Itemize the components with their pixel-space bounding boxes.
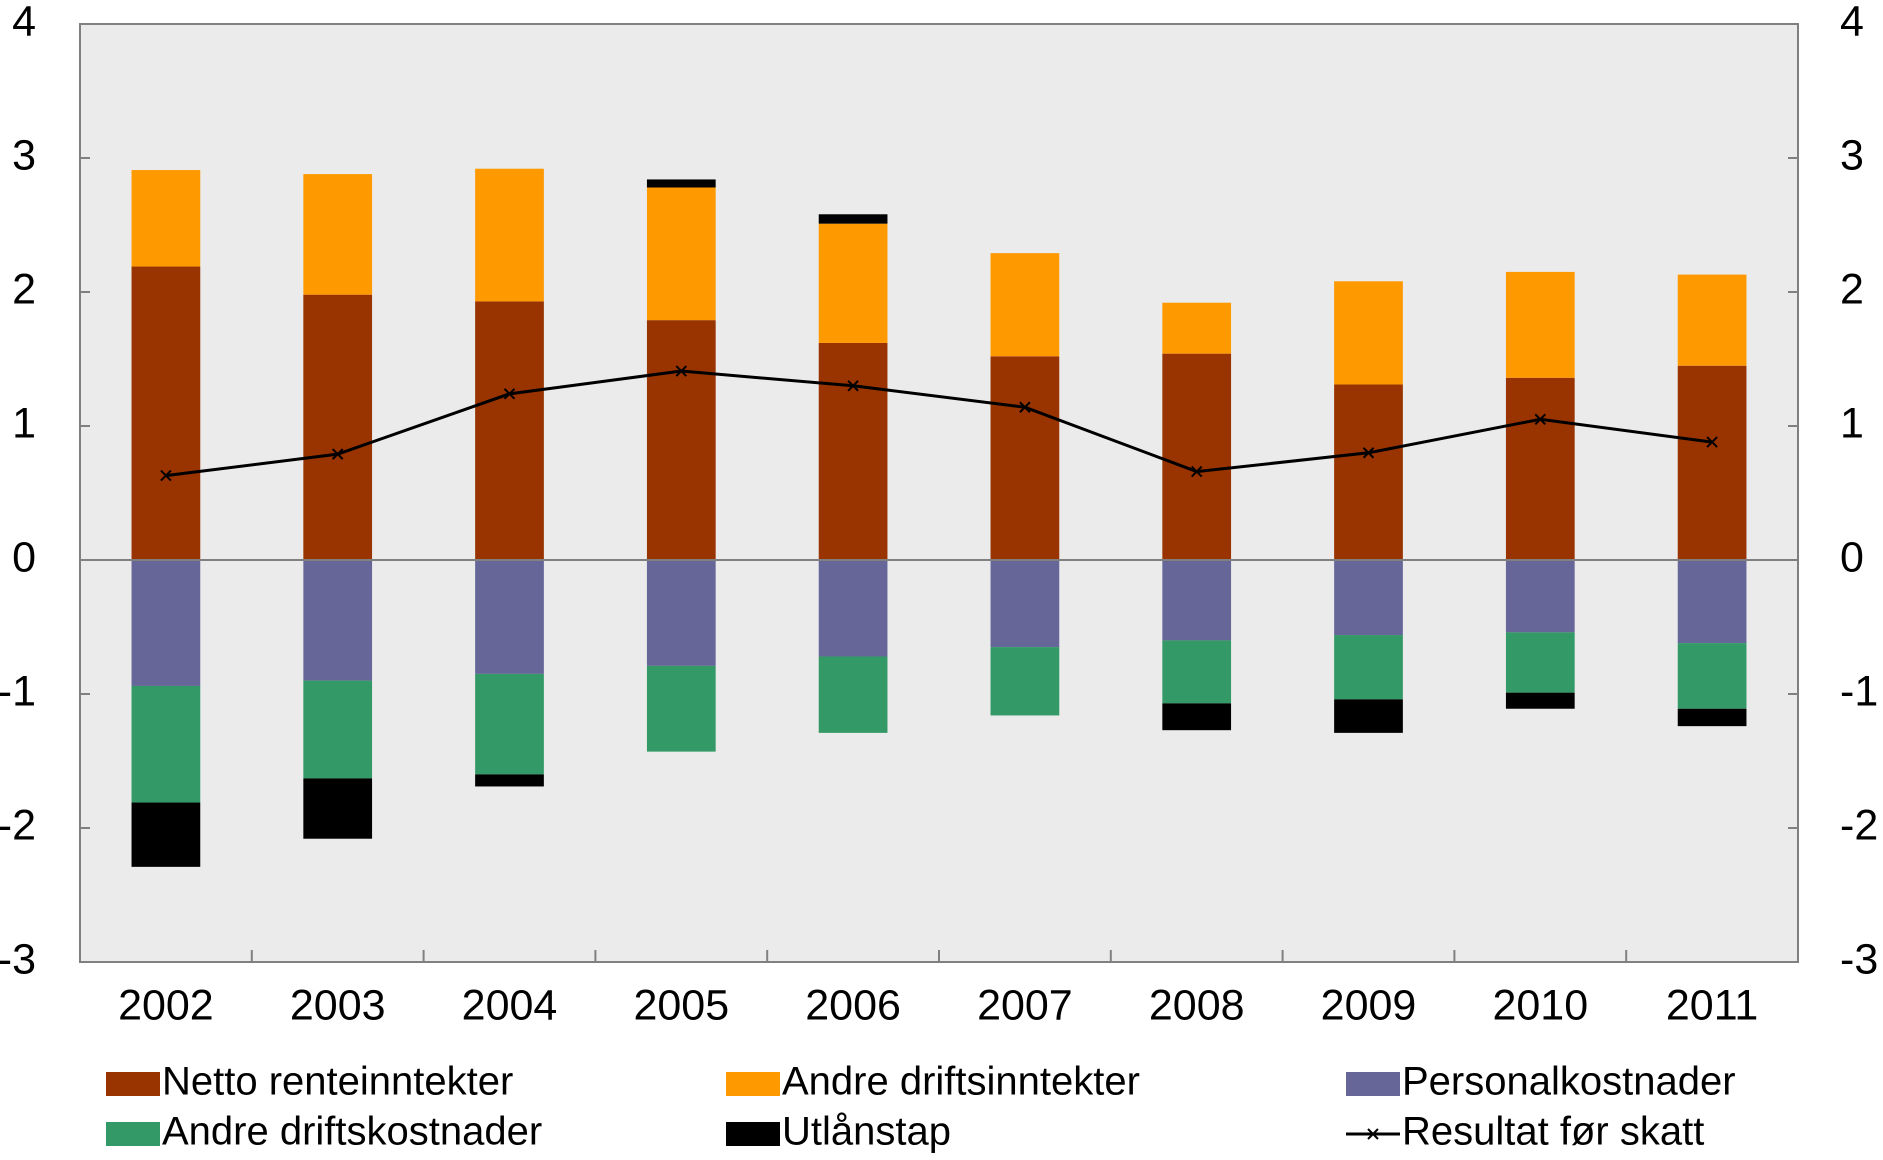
- y2-tick-label: -1: [1840, 667, 1878, 715]
- bar: [646, 560, 716, 666]
- bar: [475, 168, 544, 302]
- x-tick-label: 2011: [1666, 981, 1758, 1029]
- line-marker: [1534, 413, 1547, 426]
- bar: [1334, 699, 1403, 733]
- y-tick-label: 4: [12, 0, 36, 45]
- legend-label: Andre driftskostnader: [162, 1110, 542, 1154]
- x-tick-label: 2010: [1492, 981, 1588, 1029]
- bar: [1162, 560, 1232, 641]
- bar: [1505, 632, 1575, 693]
- legend-swatch: [726, 1072, 780, 1096]
- bar: [303, 174, 373, 295]
- bar: [990, 253, 1060, 357]
- y2-tick-label: 2: [1840, 265, 1864, 313]
- bar: [1505, 377, 1575, 560]
- legend-swatch: [726, 1122, 780, 1146]
- line-marker: [1706, 436, 1718, 448]
- line-marker: [1362, 447, 1375, 459]
- bar: [475, 301, 544, 560]
- x-tick-label: 2007: [977, 981, 1073, 1029]
- y-tick-label: 2: [12, 265, 36, 313]
- y-tick-label: 1: [12, 399, 36, 447]
- bar: [475, 673, 544, 775]
- bar: [646, 320, 716, 560]
- x-tick-label: 2003: [290, 981, 386, 1029]
- bar: [818, 223, 888, 343]
- bar: [303, 778, 373, 839]
- bar: [1505, 560, 1575, 633]
- bar: [1162, 353, 1232, 560]
- legend-label: Utlånstap: [782, 1110, 951, 1154]
- line-marker: [503, 388, 516, 400]
- bar: [1677, 708, 1747, 727]
- bar: [1677, 274, 1747, 366]
- bar: [131, 802, 201, 867]
- line-marker: [331, 448, 344, 460]
- y2-tick-label: 0: [1840, 533, 1864, 581]
- bar: [303, 560, 373, 681]
- y-tick-label: -2: [0, 801, 36, 849]
- y-tick-label: 0: [12, 533, 36, 581]
- bar: [475, 560, 544, 674]
- bar: [818, 214, 888, 224]
- bar: [1162, 302, 1232, 354]
- bar: [303, 294, 373, 560]
- line-marker: [675, 365, 688, 377]
- bar: [818, 560, 888, 657]
- bar: [1162, 640, 1232, 704]
- bar: [131, 170, 201, 267]
- x-tick-label: 2002: [118, 981, 214, 1029]
- bar: [1505, 271, 1575, 378]
- bar: [1162, 703, 1232, 731]
- bar: [646, 179, 716, 188]
- y-tick-label: -3: [0, 935, 36, 983]
- bar: [1677, 560, 1747, 644]
- bar: [646, 665, 716, 752]
- y2-tick-label: 1: [1840, 399, 1864, 447]
- bar: [303, 680, 373, 779]
- bar: [1677, 365, 1747, 560]
- x-tick-label: 2005: [633, 981, 729, 1029]
- legend-label: Andre driftsinntekter: [782, 1060, 1140, 1104]
- x-tick-label: 2006: [805, 981, 901, 1029]
- y-tick-label: 3: [12, 131, 36, 179]
- x-tick-label: 2009: [1321, 981, 1417, 1029]
- legend-swatch: [1346, 1072, 1400, 1096]
- bar: [818, 342, 888, 560]
- bar: [475, 774, 544, 787]
- x-tick-label: 2004: [462, 981, 558, 1029]
- line-marker: [1190, 465, 1203, 478]
- bar: [131, 266, 201, 560]
- x-tick-label: 2008: [1149, 981, 1245, 1029]
- bar: [1334, 281, 1403, 385]
- legend-label: Netto renteinntekter: [162, 1060, 513, 1104]
- legend-swatch: [106, 1072, 160, 1096]
- line-marker: [1019, 401, 1031, 413]
- bar: [1505, 692, 1575, 709]
- line: [165, 369, 1713, 478]
- line-marker: [847, 380, 859, 392]
- bar: [990, 647, 1060, 716]
- y-tick-label: -1: [0, 667, 36, 715]
- legend-label: Personalkostnader: [1402, 1060, 1736, 1104]
- legend-marker: [1367, 1128, 1379, 1140]
- bar: [1334, 635, 1403, 700]
- y2-tick-label: -2: [1840, 801, 1878, 849]
- bar: [131, 685, 201, 803]
- bar: [990, 560, 1060, 648]
- bar: [818, 656, 888, 733]
- bar: [131, 560, 201, 686]
- legend-swatch: [106, 1122, 160, 1146]
- line-marker: [160, 469, 172, 482]
- y2-tick-label: 3: [1840, 131, 1864, 179]
- y2-tick-label: 4: [1840, 0, 1864, 45]
- y2-tick-label: -3: [1840, 935, 1878, 983]
- bar: [1677, 643, 1747, 709]
- bar: [1334, 384, 1403, 560]
- bar: [1334, 560, 1403, 636]
- legend-label: Resultat før skatt: [1402, 1110, 1704, 1154]
- bar: [646, 187, 716, 321]
- bar: [990, 356, 1060, 560]
